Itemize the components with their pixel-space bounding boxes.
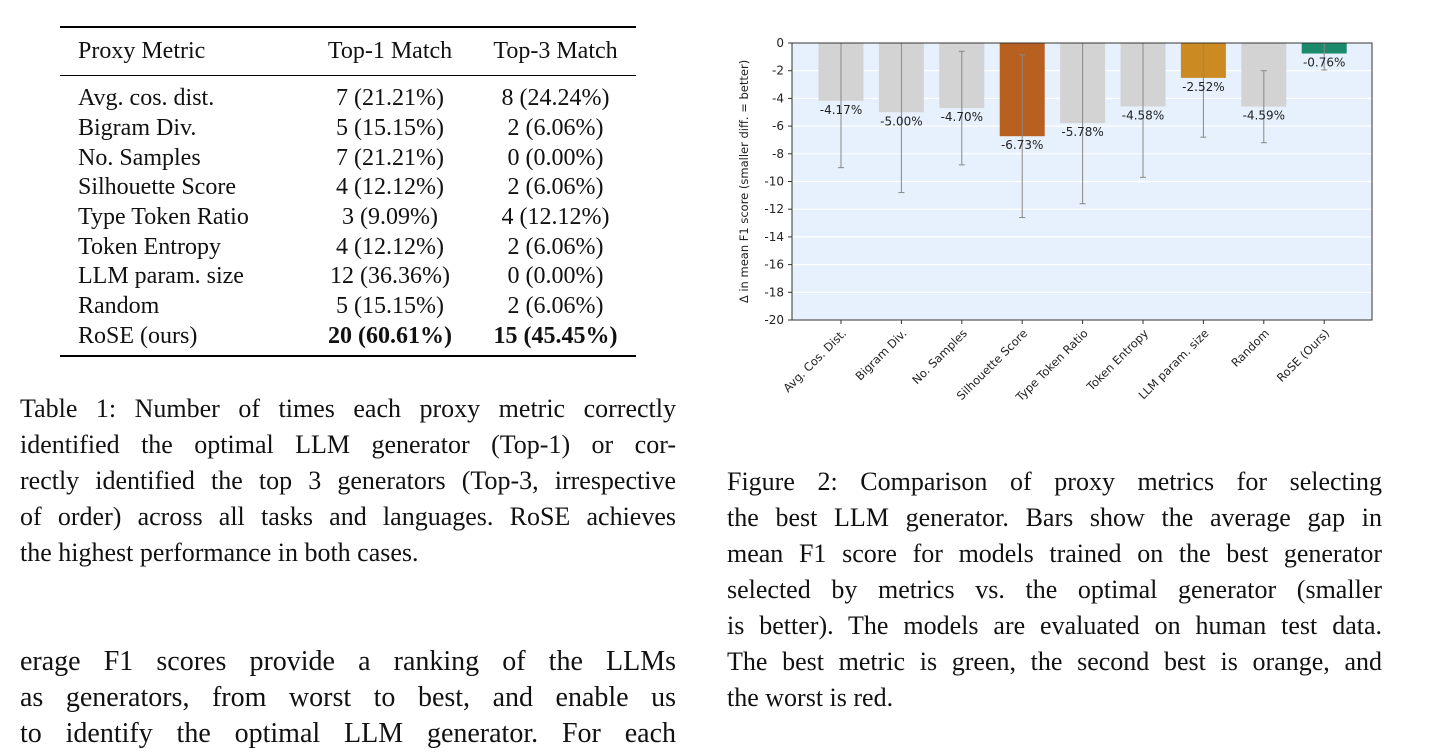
y-tick-label: 0 — [776, 36, 784, 50]
table-row: Avg. cos. dist. 7 (21.21%) 8 (24.24%) — [60, 84, 636, 114]
cell-top3: 0 (0.00%) — [507, 263, 604, 290]
results-table: Proxy Metric Top-1 Match Top-3 Match Avg… — [60, 26, 636, 358]
y-tick-label: -4 — [772, 91, 784, 105]
cell-top1: 20 (60.61%) — [328, 322, 452, 349]
table-caption: Table 1: Number of times each proxy metr… — [20, 391, 676, 571]
data-label: -2.52% — [1182, 80, 1224, 94]
cell-top3: 2 (6.06%) — [507, 174, 604, 201]
data-label: -5.00% — [880, 114, 922, 128]
y-tick-label: -16 — [764, 258, 784, 272]
header-proxy-metric: Proxy Metric — [78, 38, 206, 64]
table-row: Silhouette Score 4 (12.12%) 2 (6.06%) — [60, 173, 636, 203]
cell-metric: Bigram Div. — [78, 115, 197, 142]
x-tick-label: Avg. Cos. Dist. — [780, 326, 849, 395]
cell-top3: 2 (6.06%) — [507, 115, 604, 142]
bar-chart: 0 -2 -4 -6 -8 -10 -12 -14 -16 -18 -20 -4.17% Avg. Co… — [737, 36, 1373, 405]
caption-line: identified the optimal LLM generator (To… — [20, 430, 676, 459]
y-tick-label: -10 — [764, 175, 784, 189]
caption-line: Figure 2: Comparison of proxy metrics fo… — [727, 467, 1382, 496]
caption-line: rectly identified the top 3 generators (… — [20, 466, 676, 495]
cell-top1: 3 (9.09%) — [342, 204, 438, 231]
cell-metric: Token Entropy — [78, 233, 221, 260]
table-row: Type Token Ratio 3 (9.09%) 4 (12.12%) — [60, 203, 636, 233]
cell-metric: Avg. cos. dist. — [78, 85, 215, 112]
body-text-line: as generators, from worst to best, and e… — [20, 682, 676, 713]
x-tick-label: Token Entropy — [1083, 326, 1151, 394]
x-tick-label: Bigram Div. — [852, 326, 909, 383]
data-label: -4.58% — [1122, 108, 1164, 122]
cell-top1: 4 (12.12%) — [336, 233, 444, 260]
caption-line: Table 1: Number of times each proxy metr… — [20, 394, 676, 423]
caption-line: the worst is red. — [727, 683, 894, 712]
cell-top1: 5 (15.15%) — [336, 293, 444, 320]
data-label: -4.70% — [941, 110, 983, 124]
plot-frame — [791, 42, 1373, 321]
cell-metric: LLM param. size — [78, 263, 244, 290]
table-row: LLM param. size 12 (36.36%) 0 (0.00%) — [60, 262, 636, 292]
y-tick-label: -14 — [764, 230, 784, 244]
table-row: No. Samples 7 (21.21%) 0 (0.00%) — [60, 143, 636, 173]
header-top3: Top-3 Match — [493, 38, 618, 64]
y-tick-label: -8 — [772, 147, 784, 161]
caption-line: of order) across all tasks and languages… — [20, 502, 676, 531]
cell-top1: 7 (21.21%) — [336, 85, 444, 112]
cell-top3: 15 (45.45%) — [493, 322, 618, 349]
caption-line: is better). The models are evaluated on … — [727, 611, 1382, 640]
y-axis-label: Δ in mean F1 score (smaller diff. = bett… — [737, 60, 751, 303]
cell-metric: RoSE (ours) — [78, 322, 198, 349]
cell-metric: Random — [78, 293, 160, 320]
caption-line: selected by metrics vs. the optimal gene… — [727, 575, 1382, 604]
caption-line: mean F1 score for models trained on the … — [727, 539, 1382, 568]
header-top1: Top-1 Match — [327, 38, 453, 64]
x-tick-label: Random — [1228, 326, 1272, 370]
cell-top1: 12 (36.36%) — [330, 263, 450, 290]
data-label: -4.59% — [1243, 109, 1285, 123]
cell-top3: 4 (12.12%) — [501, 204, 610, 231]
table-header: Proxy Metric Top-1 Match Top-3 Match — [60, 28, 636, 76]
figure-caption: Figure 2: Comparison of proxy metrics fo… — [727, 464, 1382, 716]
table-row: RoSE (ours) 20 (60.61%) 15 (45.45%) — [60, 322, 636, 352]
x-tick-label: No. Samples — [909, 326, 970, 387]
cell-top3: 8 (24.24%) — [501, 85, 610, 112]
y-tick-label: -2 — [772, 64, 784, 78]
cell-metric: Silhouette Score — [78, 174, 236, 201]
caption-line: the highest performance in both cases. — [20, 538, 419, 567]
y-tick-label: -20 — [764, 313, 784, 327]
cell-metric: Type Token Ratio — [78, 204, 249, 231]
data-label: -6.73% — [1001, 138, 1043, 152]
y-tick-label: -6 — [772, 119, 784, 133]
cell-top3: 2 (6.06%) — [507, 293, 604, 320]
table-row: Random 5 (15.15%) 2 (6.06%) — [60, 292, 636, 322]
data-label: -4.17% — [820, 103, 862, 117]
data-label: -5.78% — [1061, 125, 1103, 139]
caption-line: the best LLM generator. Bars show the av… — [727, 503, 1382, 532]
cell-top1: 7 (21.21%) — [336, 144, 444, 171]
cell-top1: 4 (12.12%) — [336, 174, 444, 201]
cell-top3: 2 (6.06%) — [507, 233, 604, 260]
table-row: Token Entropy 4 (12.12%) 2 (6.06%) — [60, 232, 636, 262]
data-label: -0.76% — [1303, 56, 1345, 70]
cell-metric: No. Samples — [78, 144, 201, 171]
body-text-line: erage F1 scores provide a ranking of the… — [20, 646, 676, 677]
y-tick-label: -12 — [764, 202, 784, 216]
x-tick-label: RoSE (Ours) — [1274, 326, 1333, 385]
y-tick-label: -18 — [764, 285, 784, 299]
caption-line: The best metric is green, the second bes… — [727, 647, 1382, 676]
table-row: Bigram Div. 5 (15.15%) 2 (6.06%) — [60, 114, 636, 144]
cell-top1: 5 (15.15%) — [336, 115, 444, 142]
table-body: Avg. cos. dist. 7 (21.21%) 8 (24.24%) Bigra… — [60, 76, 636, 355]
body-text-line: to identify the optimal LLM generator. F… — [20, 718, 676, 749]
cell-top3: 0 (0.00%) — [507, 144, 604, 171]
body-text: erage F1 scores provide a ranking of the… — [20, 644, 676, 752]
